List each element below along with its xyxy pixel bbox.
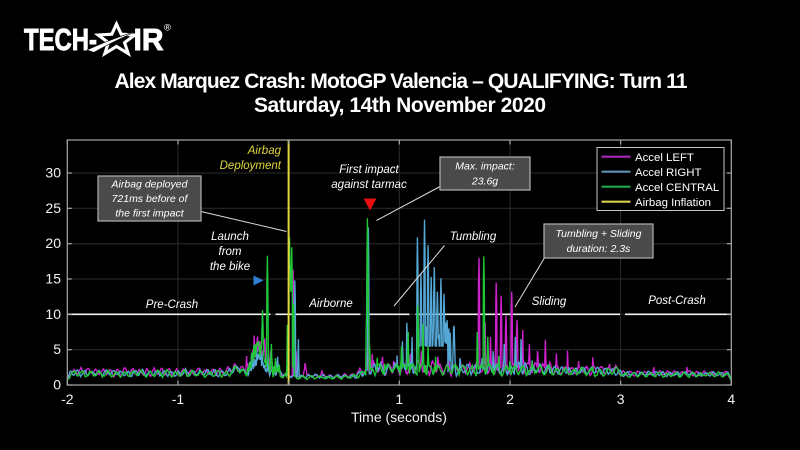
- svg-text:Saturday, 14th November 2020: Saturday, 14th November 2020: [254, 94, 546, 117]
- svg-text:3: 3: [617, 391, 625, 407]
- svg-text:IR: IR: [134, 23, 164, 57]
- svg-text:Pre-Crash: Pre-Crash: [146, 299, 198, 311]
- svg-text:23.6g: 23.6g: [471, 176, 498, 188]
- svg-text:Max. impact:: Max. impact:: [455, 161, 515, 173]
- svg-text:Accel CENTRAL: Accel CENTRAL: [635, 182, 719, 194]
- svg-text:against tarmac: against tarmac: [331, 179, 407, 191]
- svg-text:Launch: Launch: [211, 231, 249, 243]
- svg-text:15: 15: [45, 271, 61, 287]
- svg-text:Airbag Inflation: Airbag Inflation: [635, 197, 711, 209]
- svg-text:25: 25: [45, 200, 61, 216]
- svg-text:20: 20: [45, 235, 61, 251]
- svg-text:Airbag: Airbag: [247, 145, 282, 157]
- svg-text:-2: -2: [61, 391, 74, 407]
- svg-text:duration: 2.3s: duration: 2.3s: [567, 243, 631, 255]
- svg-text:TECH-: TECH-: [24, 23, 97, 57]
- svg-text:4: 4: [727, 391, 735, 407]
- svg-text:Airbag deployed: Airbag deployed: [111, 179, 189, 191]
- svg-text:10: 10: [45, 306, 61, 322]
- svg-text:Tumbling + Sliding: Tumbling + Sliding: [556, 228, 642, 240]
- svg-text:the first impact: the first impact: [115, 208, 184, 220]
- svg-text:5: 5: [53, 341, 61, 357]
- svg-text:2: 2: [506, 391, 514, 407]
- svg-text:-1: -1: [172, 391, 185, 407]
- svg-text:Accel LEFT: Accel LEFT: [635, 152, 694, 164]
- svg-text:Alex Marquez Crash: MotoGP Val: Alex Marquez Crash: MotoGP Valencia – QU…: [115, 70, 688, 93]
- svg-text:721ms before of: 721ms before of: [112, 193, 189, 205]
- svg-text:Time (seconds): Time (seconds): [351, 409, 447, 425]
- svg-text:0: 0: [285, 391, 293, 407]
- svg-text:Tumbling: Tumbling: [450, 231, 497, 243]
- svg-text:First impact: First impact: [339, 164, 399, 176]
- svg-text:the bike: the bike: [210, 261, 250, 273]
- svg-text:Airborne: Airborne: [308, 298, 352, 310]
- svg-text:30: 30: [45, 165, 61, 181]
- svg-text:Post-Crash: Post-Crash: [648, 295, 706, 307]
- svg-text:Sliding: Sliding: [532, 296, 567, 308]
- svg-text:from: from: [219, 246, 242, 258]
- svg-text:Deployment: Deployment: [220, 160, 282, 172]
- svg-text:0: 0: [53, 377, 61, 393]
- svg-text:®: ®: [164, 23, 171, 34]
- svg-text:1: 1: [395, 391, 403, 407]
- svg-text:Accel RIGHT: Accel RIGHT: [635, 167, 701, 179]
